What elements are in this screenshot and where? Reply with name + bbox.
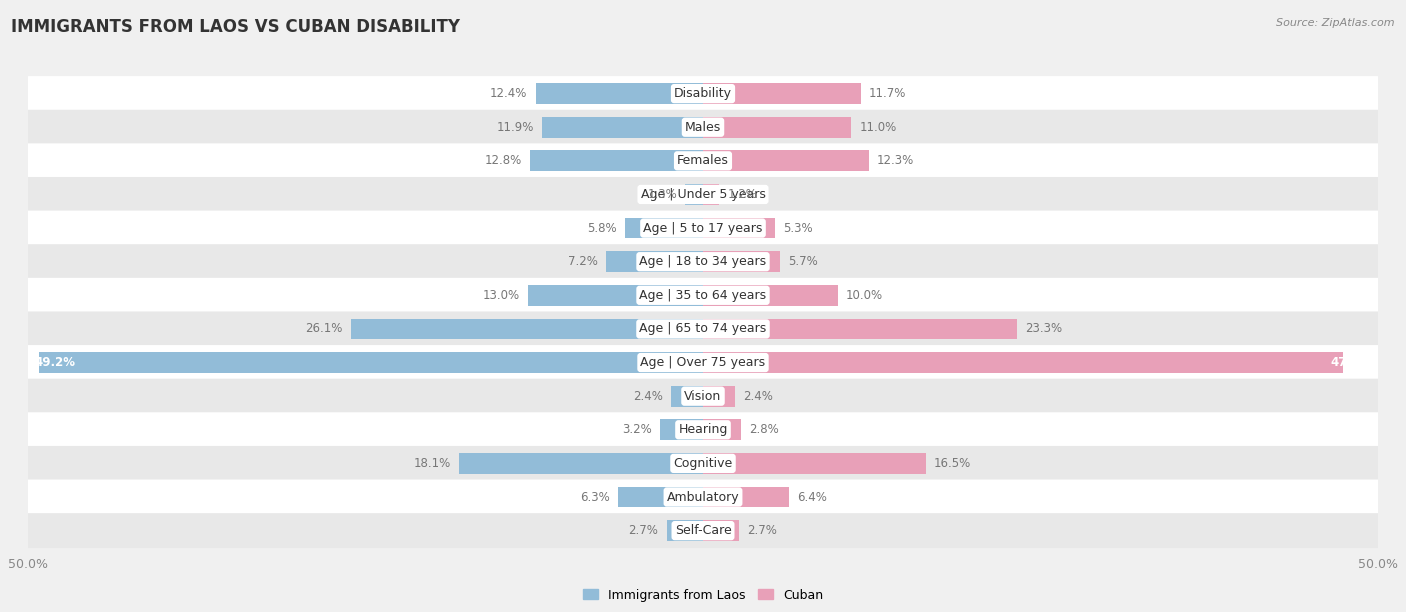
Bar [703, 285, 838, 306]
Text: Hearing: Hearing [678, 424, 728, 436]
Text: Age | 5 to 17 years: Age | 5 to 17 years [644, 222, 762, 234]
Text: 5.7%: 5.7% [787, 255, 818, 268]
Bar [703, 419, 741, 440]
Bar [703, 117, 852, 138]
Bar [703, 252, 780, 272]
Text: 11.7%: 11.7% [869, 87, 907, 100]
Bar [350, 318, 703, 339]
Text: IMMIGRANTS FROM LAOS VS CUBAN DISABILITY: IMMIGRANTS FROM LAOS VS CUBAN DISABILITY [11, 18, 460, 36]
Text: Age | Under 5 years: Age | Under 5 years [641, 188, 765, 201]
Bar [659, 419, 703, 440]
Bar [703, 352, 1343, 373]
Bar [703, 218, 775, 239]
Text: 18.1%: 18.1% [413, 457, 450, 470]
Text: Ambulatory: Ambulatory [666, 490, 740, 504]
FancyBboxPatch shape [28, 110, 1378, 144]
Text: 5.8%: 5.8% [586, 222, 617, 234]
Text: 2.7%: 2.7% [628, 524, 658, 537]
Text: 5.3%: 5.3% [783, 222, 813, 234]
Bar [703, 520, 740, 541]
Text: 11.0%: 11.0% [859, 121, 897, 134]
Bar [703, 151, 869, 171]
Text: 23.3%: 23.3% [1025, 323, 1063, 335]
FancyBboxPatch shape [28, 312, 1378, 346]
Text: 2.7%: 2.7% [748, 524, 778, 537]
Text: 7.2%: 7.2% [568, 255, 598, 268]
Text: 2.8%: 2.8% [749, 424, 779, 436]
Text: Age | Over 75 years: Age | Over 75 years [641, 356, 765, 369]
Text: 49.2%: 49.2% [35, 356, 76, 369]
Text: 2.4%: 2.4% [744, 390, 773, 403]
Text: 2.4%: 2.4% [633, 390, 662, 403]
Text: Disability: Disability [673, 87, 733, 100]
Text: Vision: Vision [685, 390, 721, 403]
Bar [703, 184, 720, 205]
Text: 16.5%: 16.5% [934, 457, 972, 470]
Bar [703, 487, 789, 507]
Text: Age | 65 to 74 years: Age | 65 to 74 years [640, 323, 766, 335]
Text: Self-Care: Self-Care [675, 524, 731, 537]
FancyBboxPatch shape [28, 177, 1378, 212]
Text: 11.9%: 11.9% [496, 121, 534, 134]
Bar [530, 151, 703, 171]
FancyBboxPatch shape [28, 278, 1378, 313]
Text: 6.4%: 6.4% [797, 490, 827, 504]
Bar [624, 218, 703, 239]
Text: Females: Females [678, 154, 728, 167]
Bar [686, 184, 703, 205]
FancyBboxPatch shape [28, 446, 1378, 481]
Bar [527, 285, 703, 306]
Bar [703, 83, 860, 104]
Text: Age | 18 to 34 years: Age | 18 to 34 years [640, 255, 766, 268]
Bar [458, 453, 703, 474]
Text: 1.3%: 1.3% [648, 188, 678, 201]
FancyBboxPatch shape [28, 76, 1378, 111]
Text: 26.1%: 26.1% [305, 323, 343, 335]
Bar [671, 386, 703, 406]
FancyBboxPatch shape [28, 143, 1378, 178]
Text: 6.3%: 6.3% [581, 490, 610, 504]
Bar [703, 386, 735, 406]
Bar [619, 487, 703, 507]
FancyBboxPatch shape [28, 211, 1378, 245]
Bar [703, 318, 1018, 339]
FancyBboxPatch shape [28, 480, 1378, 515]
Text: 12.4%: 12.4% [491, 87, 527, 100]
FancyBboxPatch shape [28, 345, 1378, 380]
Text: 1.2%: 1.2% [727, 188, 758, 201]
Text: Source: ZipAtlas.com: Source: ZipAtlas.com [1277, 18, 1395, 28]
Bar [39, 352, 703, 373]
Text: Age | 35 to 64 years: Age | 35 to 64 years [640, 289, 766, 302]
FancyBboxPatch shape [28, 513, 1378, 548]
FancyBboxPatch shape [28, 379, 1378, 414]
Text: 10.0%: 10.0% [846, 289, 883, 302]
FancyBboxPatch shape [28, 412, 1378, 447]
Text: 3.2%: 3.2% [621, 424, 652, 436]
Bar [703, 453, 925, 474]
Legend: Immigrants from Laos, Cuban: Immigrants from Laos, Cuban [578, 584, 828, 606]
Bar [606, 252, 703, 272]
Text: 12.8%: 12.8% [485, 154, 522, 167]
Text: 47.4%: 47.4% [1330, 356, 1371, 369]
Text: 13.0%: 13.0% [482, 289, 519, 302]
Bar [666, 520, 703, 541]
FancyBboxPatch shape [28, 244, 1378, 279]
Bar [536, 83, 703, 104]
Text: 12.3%: 12.3% [877, 154, 914, 167]
Text: Males: Males [685, 121, 721, 134]
Text: Cognitive: Cognitive [673, 457, 733, 470]
Bar [543, 117, 703, 138]
